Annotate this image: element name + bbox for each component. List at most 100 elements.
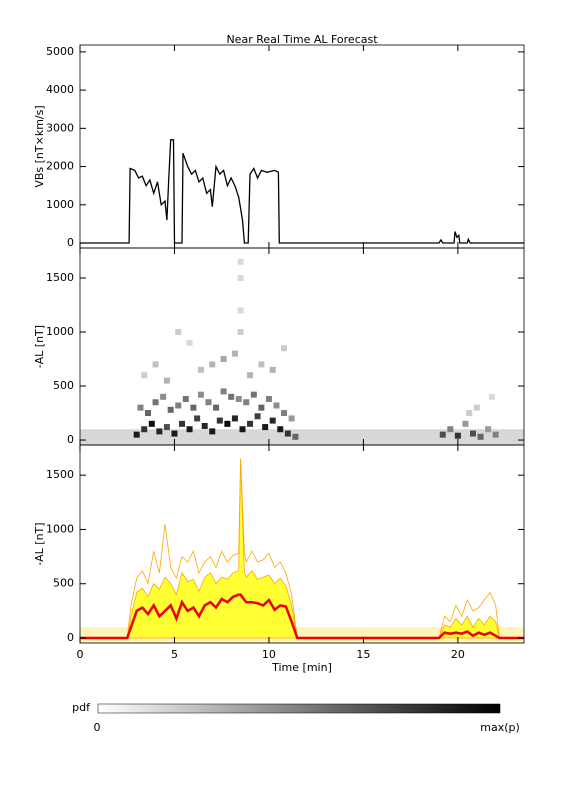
y-tick-label: 1500 — [46, 468, 74, 481]
pdf-cell — [194, 415, 201, 422]
pdf-cell — [281, 345, 288, 352]
pdf-cell — [167, 406, 174, 413]
pdf-cell — [247, 420, 254, 427]
pdf-cell — [231, 415, 238, 422]
pdf-cell — [148, 420, 155, 427]
pdf-cell — [137, 404, 144, 411]
pdf-cell — [269, 366, 276, 373]
pdf-cell — [197, 391, 204, 398]
y-axis-label: -AL [nT] — [33, 522, 46, 565]
pdf-cell — [205, 399, 212, 406]
pdf-cell — [469, 430, 476, 437]
pdf-cell — [237, 258, 244, 265]
y-tick-label: 0 — [67, 433, 74, 446]
x-tick-label: 0 — [77, 648, 84, 661]
y-tick-label: 3000 — [46, 121, 74, 134]
pdf-cell — [250, 391, 257, 398]
pdf-cell — [141, 372, 148, 379]
y-tick-label: 500 — [53, 379, 74, 392]
pdf-cell — [175, 329, 182, 336]
x-axis-label: Time [min] — [271, 661, 332, 674]
pdf-cell — [141, 426, 148, 433]
pdf-cell — [220, 356, 227, 363]
plot-area — [80, 258, 524, 445]
pdf-cell — [179, 420, 186, 427]
pdf-cell — [190, 404, 197, 411]
pdf-cell — [466, 410, 473, 417]
pdf-cell — [247, 372, 254, 379]
y-axis-label: VBs [nT×km/s] — [33, 105, 46, 187]
pdf-cell — [231, 350, 238, 357]
pdf-cell — [224, 420, 231, 427]
pdf-cell — [258, 404, 265, 411]
pdf-cell — [454, 432, 461, 439]
pdf-cell — [239, 426, 246, 433]
pdf-cell — [237, 329, 244, 336]
pdf-cell — [163, 377, 170, 384]
x-tick-label: 20 — [451, 648, 465, 661]
pdf-cell — [254, 413, 261, 420]
pdf-cell — [485, 426, 492, 433]
pdf-cell — [237, 307, 244, 314]
y-tick-label: 500 — [53, 577, 74, 590]
pdf-cell — [273, 402, 280, 409]
pdf-cell — [228, 393, 235, 400]
pdf-cell — [201, 422, 208, 429]
pdf-cell — [216, 417, 223, 424]
pdf-cell — [235, 395, 242, 402]
pdf-cell — [237, 275, 244, 282]
pdf-cell — [209, 361, 216, 368]
x-tick-label: 5 — [171, 648, 178, 661]
line — [80, 458, 524, 639]
pdf-cell — [462, 420, 469, 427]
pdf-cell — [281, 410, 288, 417]
area — [80, 458, 524, 639]
pdf-cell — [186, 339, 193, 346]
pdf-cell — [145, 410, 152, 417]
pdf-cell — [163, 424, 170, 431]
chart-title: Near Real Time AL Forecast — [226, 33, 378, 46]
pdf-cell — [171, 430, 178, 437]
colorbar-label: pdf — [72, 701, 91, 714]
pdf-cell — [152, 361, 159, 368]
pdf-cell — [160, 393, 167, 400]
x-tick-label: 10 — [262, 648, 276, 661]
pdf-cell — [488, 393, 495, 400]
y-axis-label: -AL [nT] — [33, 325, 46, 368]
x-tick-label: 15 — [356, 648, 370, 661]
line — [80, 593, 524, 640]
pdf-cell — [182, 395, 189, 402]
pdf-cell — [197, 366, 204, 373]
pdf-cell — [220, 388, 227, 395]
frame — [79, 444, 525, 644]
colorbar-min: 0 — [94, 721, 101, 734]
y-tick-label: 4000 — [46, 83, 74, 96]
pdf-cell — [133, 431, 140, 438]
pdf-cell — [269, 417, 276, 424]
pdf-cell — [277, 426, 284, 433]
baseline-band — [80, 429, 524, 445]
vbs-line — [80, 139, 524, 244]
pdf-cell — [492, 431, 499, 438]
colorbar — [97, 703, 501, 714]
y-tick-label: 1000 — [46, 198, 74, 211]
y-tick-label: 1000 — [46, 325, 74, 338]
pdf-cell — [447, 426, 454, 433]
pdf-cell — [175, 402, 182, 409]
pdf-cell — [209, 428, 216, 435]
pdf-cell — [477, 433, 484, 440]
y-tick-label: 5000 — [46, 45, 74, 58]
pdf-cell — [473, 404, 480, 411]
pdf-cell — [288, 415, 295, 422]
pdf-cell — [152, 399, 159, 406]
pdf-cell — [156, 428, 163, 435]
pdf-cell — [186, 426, 193, 433]
pdf-cell — [265, 395, 272, 402]
pdf-cell — [243, 399, 250, 406]
pdf-cell — [292, 433, 299, 440]
pdf-cell — [262, 424, 269, 431]
frame — [79, 44, 525, 249]
pdf-cell — [284, 430, 291, 437]
pdf-cell — [258, 361, 265, 368]
